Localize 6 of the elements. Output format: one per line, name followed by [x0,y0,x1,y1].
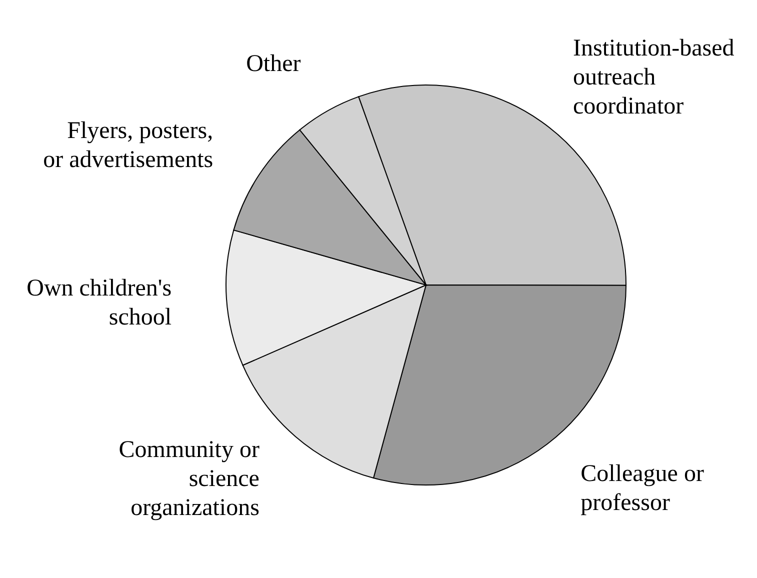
slice-label: Flyers, posters, or advertisements [43,118,214,174]
slice-label: Institution-based outreach coordinator [572,36,734,120]
slice-label: Other [246,50,301,77]
slice-label: Own children's school [26,276,172,331]
slice-label: Community or science organizations [118,437,260,522]
slice-label: Colleague or professor [580,461,704,516]
